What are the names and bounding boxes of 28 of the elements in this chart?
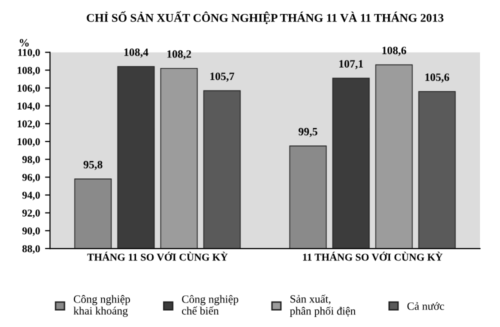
y-tick-label: 100,0: [18, 138, 40, 147]
data-label: 105,7: [210, 72, 234, 82]
y-tick-label: 94,0: [22, 192, 40, 200]
x-tick-label: 11 THÁNG SO VỚI CÙNG KỲ: [303, 252, 443, 261]
data-label: 108,4: [124, 48, 148, 58]
y-tick-label: 98,0: [22, 156, 40, 165]
y-tick-label: 104,0: [18, 102, 40, 112]
data-label: 107,1: [339, 60, 363, 70]
y-tick-label: 102,0: [18, 120, 40, 129]
y-tick-label: 92,0: [22, 210, 40, 218]
data-label: 95,8: [84, 160, 102, 170]
data-label: 108,6: [382, 46, 406, 56]
y-tick-label: 96,0: [22, 174, 40, 182]
chart-title: CHỈ SỐ SẢN XUẤT CÔNG NGHIỆP THÁNG 11 VÀ 11 THÁNG 2013: [86, 11, 444, 24]
y-tick-label: 108,0: [18, 66, 40, 76]
y-tick-label: 90,0: [22, 227, 40, 236]
y-tick-label: 110,0: [18, 49, 40, 58]
x-tick-label: THÁNG 11 SO VỚI CÙNG KỲ: [87, 252, 228, 261]
legend-label: Cả nước: [407, 302, 444, 310]
legend-label: Sản xuất, phân phối điện: [290, 294, 356, 317]
legend-label: Công nghiệp chế biến: [182, 295, 238, 315]
data-label: 105,6: [425, 73, 450, 83]
y-tick-label: 88,0: [22, 245, 40, 254]
data-label: 99,5: [298, 128, 318, 137]
y-tick-label: 106,0: [18, 84, 40, 94]
data-label: 108,2: [167, 50, 192, 60]
legend-label: Công nghiệp khai khoáng: [74, 295, 130, 317]
y-axis-title: %: [20, 39, 29, 47]
